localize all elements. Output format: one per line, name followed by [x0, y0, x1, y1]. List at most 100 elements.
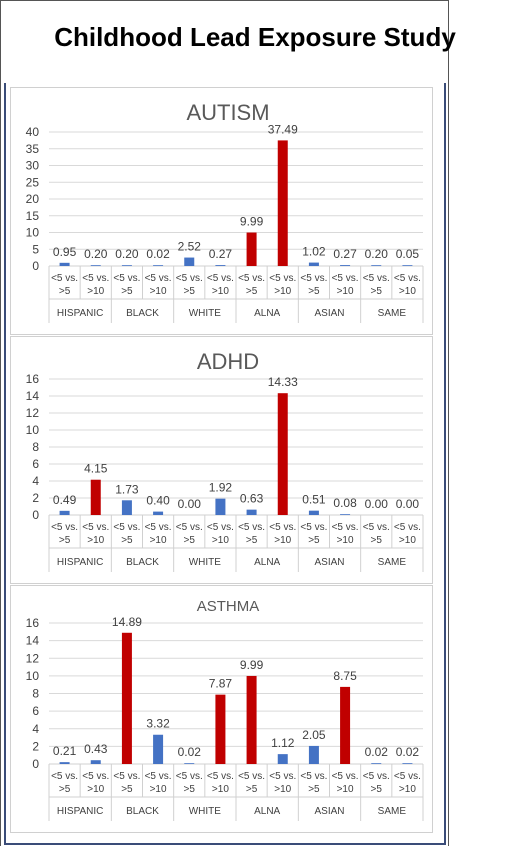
autism-data-label: 0.27 [333, 247, 357, 261]
inner-frame [4, 83, 446, 845]
asthma-category-label: <5 vs. >10 [207, 771, 234, 795]
adhd-data-label: 0.40 [146, 494, 170, 508]
adhd-data-label: 1.73 [115, 482, 139, 496]
autism-category-label: <5 vs. >5 [176, 273, 203, 297]
asthma-y-tick-label: 6 [32, 704, 39, 718]
autism-category-label: <5 vs. >5 [300, 273, 327, 297]
adhd-data-label: 0.00 [178, 497, 202, 511]
asthma-y-tick-label: 8 [32, 687, 39, 701]
autism-y-tick-label: 15 [26, 209, 40, 223]
asthma-y-tick-label: 12 [26, 651, 40, 665]
asthma-data-label: 9.99 [240, 658, 264, 672]
asthma-y-tick-label: 0 [32, 757, 39, 771]
adhd-category-label: <5 vs. >5 [51, 522, 78, 546]
adhd-data-label: 1.92 [209, 481, 233, 495]
asthma-bar [184, 763, 195, 764]
autism-y-tick-label: 25 [26, 175, 40, 189]
asthma-category-label: <5 vs. >5 [113, 771, 140, 795]
adhd-data-label: 4.15 [84, 462, 108, 476]
autism-group-label: ALNA [254, 308, 280, 319]
autism-group-label: HISPANIC [57, 308, 104, 319]
asthma-bar [246, 675, 257, 764]
adhd-category-label: <5 vs. >10 [269, 522, 296, 546]
autism-category-label: <5 vs. >5 [113, 273, 140, 297]
autism-y-tick-label: 30 [26, 159, 40, 173]
autism-data-label: 0.02 [146, 247, 170, 261]
adhd-group-label: HISPANIC [57, 557, 104, 568]
adhd-y-tick-label: 12 [26, 406, 40, 420]
adhd-group-label: ASIAN [314, 557, 344, 568]
asthma-y-tick-label: 10 [26, 669, 40, 683]
asthma-y-tick-label: 14 [26, 634, 40, 648]
asthma-y-tick-label: 2 [32, 739, 39, 753]
adhd-group-label: SAME [378, 557, 407, 568]
autism-y-tick-label: 5 [32, 242, 39, 256]
asthma-data-label: 7.87 [209, 677, 233, 691]
asthma-data-label: 14.89 [112, 615, 142, 629]
adhd-bar [121, 500, 132, 515]
asthma-chart: ASTHMA 0 2 4 6 8 10 12 14 16 0.21 <5 vs. >5 0.43 <5 vs… [26, 598, 424, 821]
autism-category-label: <5 vs. >5 [363, 273, 390, 297]
adhd-bar [340, 514, 351, 515]
adhd-chart-panel: ADHD 0 2 4 6 8 10 12 14 16 0.49 <5 vs. >5 4.15 <5 vs. >… [10, 336, 433, 584]
autism-chart-title: AUTISM [186, 100, 269, 125]
asthma-data-label: 0.43 [84, 742, 108, 756]
autism-data-label: 0.20 [84, 247, 108, 261]
asthma-bar [402, 763, 413, 764]
adhd-category-label: <5 vs. >10 [332, 522, 359, 546]
autism-bar [59, 262, 70, 266]
asthma-category-label: <5 vs. >10 [332, 771, 359, 795]
asthma-bar [90, 760, 101, 764]
autism-y-tick-label: 40 [26, 125, 40, 139]
autism-bar [121, 265, 132, 266]
adhd-chart-title: ADHD [197, 349, 259, 374]
autism-chart: AUTISM 0 5 10 15 20 25 30 35 40 0.95 <5 vs. >5 0.20 <5… [26, 100, 424, 323]
autism-y-tick-label: 10 [26, 226, 40, 240]
asthma-data-label: 0.02 [396, 745, 420, 759]
asthma-chart-title: ASTHMA [197, 598, 260, 615]
adhd-y-tick-label: 4 [32, 474, 39, 488]
adhd-y-tick-label: 16 [26, 372, 40, 386]
adhd-category-label: <5 vs. >5 [176, 522, 203, 546]
autism-category-label: <5 vs. >10 [145, 273, 172, 297]
adhd-bar [277, 393, 288, 515]
asthma-category-label: <5 vs. >5 [300, 771, 327, 795]
adhd-category-label: <5 vs. >5 [363, 522, 390, 546]
asthma-data-label: 3.32 [146, 717, 170, 731]
adhd-data-label: 0.08 [333, 496, 357, 510]
adhd-data-label: 0.51 [302, 493, 326, 507]
adhd-data-label: 0.00 [365, 497, 389, 511]
asthma-data-label: 0.02 [178, 745, 202, 759]
page-title: Childhood Lead Exposure Study [54, 22, 456, 52]
asthma-category-label: <5 vs. >5 [238, 771, 265, 795]
asthma-bar [59, 762, 70, 764]
autism-category-label: <5 vs. >10 [82, 273, 109, 297]
asthma-y-tick-label: 4 [32, 722, 39, 736]
outer-frame-top [0, 0, 449, 1]
asthma-category-label: <5 vs. >10 [145, 771, 172, 795]
adhd-category-label: <5 vs. >10 [207, 522, 234, 546]
adhd-bar [215, 498, 226, 515]
autism-y-tick-label: 0 [32, 259, 39, 273]
autism-chart-panel: AUTISM 0 5 10 15 20 25 30 35 40 0.95 <5 vs. >5 0.20 <5… [10, 87, 433, 335]
autism-data-label: 0.20 [115, 247, 139, 261]
asthma-bar [153, 734, 164, 764]
asthma-data-label: 0.21 [53, 744, 77, 758]
asthma-y-tick-label: 16 [26, 616, 40, 630]
autism-group-label: BLACK [126, 308, 159, 319]
autism-category-label: <5 vs. >5 [238, 273, 265, 297]
autism-data-label: 1.02 [302, 245, 326, 259]
asthma-bar [277, 754, 288, 764]
adhd-category-label: <5 vs. >10 [145, 522, 172, 546]
asthma-data-label: 0.02 [365, 745, 389, 759]
autism-data-label: 0.20 [365, 247, 389, 261]
adhd-chart: ADHD 0 2 4 6 8 10 12 14 16 0.49 <5 vs. >5 4.15 <5 vs. >… [26, 349, 424, 572]
asthma-data-label: 1.12 [271, 736, 295, 750]
asthma-category-label: <5 vs. >5 [176, 771, 203, 795]
autism-bar [402, 265, 413, 266]
adhd-bar [59, 510, 70, 515]
autism-category-label: <5 vs. >10 [332, 273, 359, 297]
autism-bar [184, 257, 195, 266]
asthma-group-label: HISPANIC [57, 806, 104, 817]
autism-bar [277, 140, 288, 266]
